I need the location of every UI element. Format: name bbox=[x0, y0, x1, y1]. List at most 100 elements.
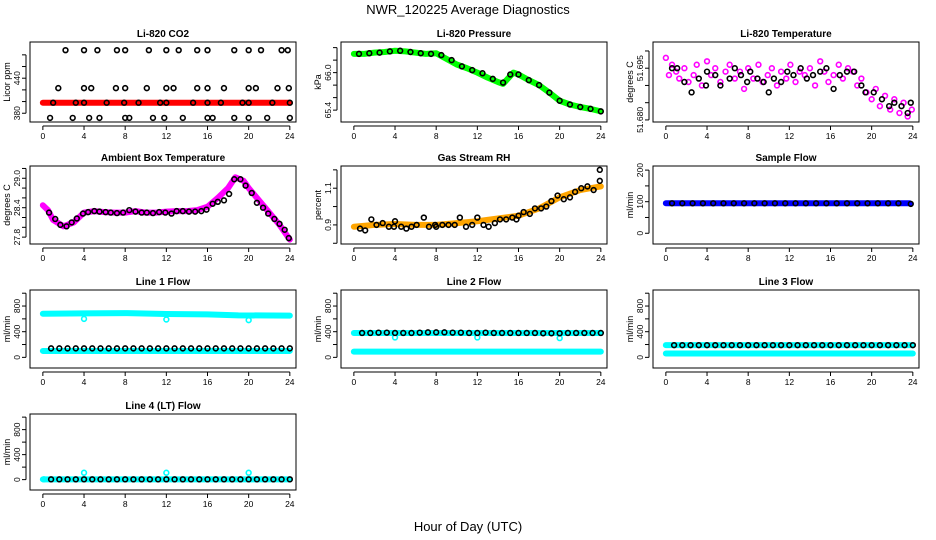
data-point bbox=[688, 89, 695, 96]
data-point bbox=[507, 329, 514, 337]
data-point bbox=[679, 200, 686, 207]
data-point bbox=[220, 476, 228, 483]
x-tick-label: 12 bbox=[473, 253, 483, 263]
data-point bbox=[712, 341, 719, 349]
data-point bbox=[229, 345, 236, 352]
x-tick-label: 0 bbox=[663, 377, 668, 387]
plot-area bbox=[39, 469, 294, 483]
plot-frame bbox=[652, 165, 920, 245]
data-point bbox=[156, 99, 164, 106]
data-point bbox=[407, 48, 414, 56]
data-point bbox=[187, 476, 195, 483]
data-point bbox=[214, 198, 221, 206]
data-point bbox=[823, 65, 830, 72]
x-tick-label: 24 bbox=[285, 253, 295, 263]
data-point bbox=[796, 68, 803, 75]
data-point bbox=[285, 84, 292, 92]
data-point bbox=[143, 84, 150, 92]
plot-frame bbox=[29, 41, 297, 123]
x-tick-label: 4 bbox=[393, 131, 398, 141]
y-tick-label: 800 bbox=[323, 299, 333, 313]
data-point bbox=[84, 208, 92, 216]
data-point bbox=[274, 84, 281, 92]
data-point bbox=[161, 114, 168, 122]
x-tick-label: 0 bbox=[40, 131, 45, 141]
y-tick-label: 0 bbox=[323, 355, 333, 360]
data-point bbox=[119, 209, 127, 216]
data-point bbox=[695, 75, 702, 82]
x-tick-label: 12 bbox=[785, 377, 795, 387]
y-tick-label: 29.0 bbox=[12, 170, 22, 187]
data-point bbox=[145, 46, 153, 54]
data-point bbox=[850, 68, 858, 75]
data-point bbox=[171, 345, 178, 352]
x-tick-label: 4 bbox=[393, 253, 398, 263]
data-point bbox=[907, 99, 914, 106]
data-point bbox=[425, 223, 433, 230]
data-point bbox=[427, 50, 435, 58]
x-tick-label: 0 bbox=[351, 131, 356, 141]
data-point bbox=[105, 345, 112, 352]
data-point bbox=[96, 114, 103, 122]
data-point bbox=[196, 476, 203, 483]
data-point bbox=[878, 96, 886, 103]
data-point bbox=[523, 329, 530, 337]
data-point bbox=[687, 341, 694, 349]
data-point bbox=[358, 329, 366, 337]
data-point bbox=[163, 469, 170, 476]
data-point bbox=[462, 223, 470, 230]
data-point bbox=[881, 92, 889, 99]
y-tick-label: 27.8 bbox=[12, 229, 22, 246]
data-point bbox=[113, 209, 121, 217]
x-tick-label: 20 bbox=[867, 131, 877, 141]
data-point bbox=[720, 200, 727, 207]
data-point bbox=[794, 341, 801, 349]
data-point bbox=[520, 208, 527, 216]
data-point bbox=[709, 200, 717, 207]
panel-title: Line 1 Flow bbox=[136, 277, 191, 288]
x-tick-label: 24 bbox=[285, 131, 295, 141]
data-point bbox=[420, 214, 428, 221]
x-tick-label: 0 bbox=[663, 253, 668, 263]
data-point bbox=[253, 199, 261, 206]
data-point bbox=[864, 200, 871, 207]
data-point bbox=[149, 209, 157, 217]
data-point bbox=[726, 61, 733, 68]
data-point bbox=[736, 68, 744, 75]
data-point bbox=[823, 200, 830, 207]
data-point bbox=[525, 76, 532, 84]
data-point bbox=[693, 61, 700, 68]
data-point bbox=[396, 47, 404, 54]
data-point bbox=[441, 329, 448, 336]
plot-area bbox=[350, 329, 605, 355]
x-tick-label: 20 bbox=[244, 377, 254, 387]
data-point bbox=[80, 46, 88, 54]
data-point bbox=[68, 219, 75, 226]
data-point bbox=[540, 330, 547, 337]
data-point bbox=[773, 82, 781, 89]
y-axis-label: degrees C bbox=[2, 184, 12, 226]
data-point bbox=[89, 476, 96, 483]
data-point bbox=[63, 223, 70, 230]
data-point bbox=[792, 200, 799, 207]
x-tick-label: 20 bbox=[244, 253, 254, 263]
data-point bbox=[876, 341, 884, 349]
data-point bbox=[121, 345, 129, 352]
data-point bbox=[712, 65, 719, 72]
data-point bbox=[413, 221, 420, 229]
y-axis-label: percent bbox=[313, 189, 323, 220]
data-point bbox=[203, 206, 210, 213]
data-point bbox=[755, 61, 762, 68]
data-point bbox=[217, 99, 225, 106]
data-point bbox=[69, 114, 76, 122]
data-point bbox=[245, 46, 252, 54]
figure-xlabel: Hour of Day (UTC) bbox=[414, 519, 522, 534]
data-point bbox=[769, 341, 777, 349]
data-point bbox=[179, 476, 187, 483]
data-point bbox=[668, 200, 676, 207]
x-tick-label: 24 bbox=[596, 253, 606, 263]
x-tick-label: 8 bbox=[123, 499, 128, 509]
data-point bbox=[212, 476, 219, 483]
data-point bbox=[817, 68, 824, 75]
x-tick-label: 20 bbox=[555, 253, 565, 263]
